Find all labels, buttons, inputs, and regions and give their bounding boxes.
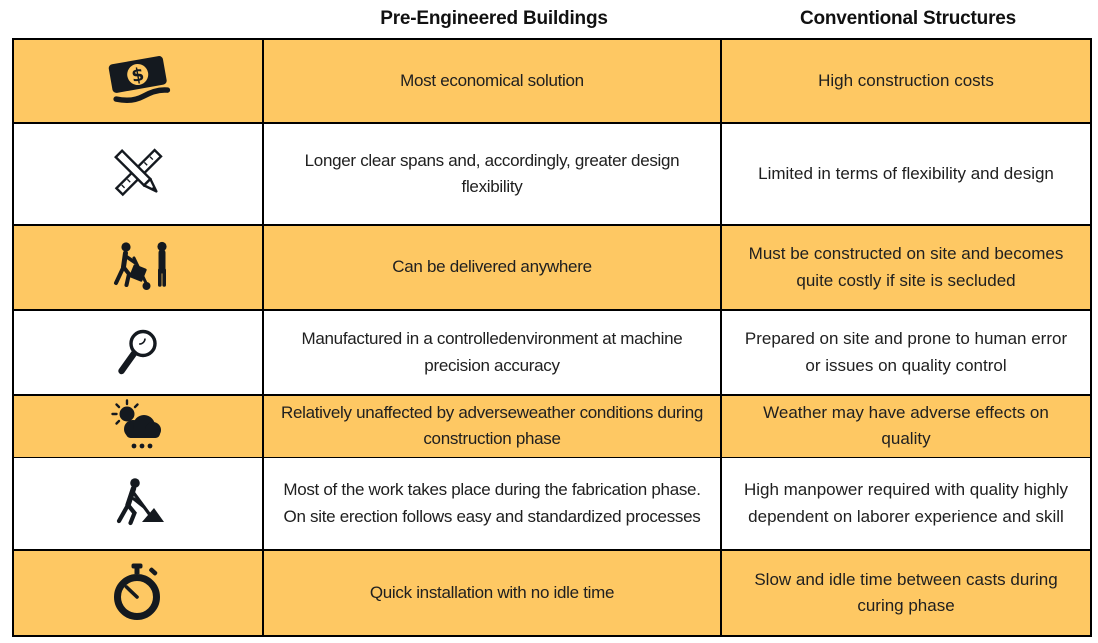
pre-engineered-cell: Manufactured in a controlledenvironment … [264, 311, 720, 394]
comparison-table: $ Most economical solution High construct… [12, 38, 1092, 637]
table-row: Relatively unaffected by adverseweather … [14, 396, 1090, 457]
table-row: Most of the work takes place during the … [14, 458, 1090, 549]
pre-engineered-cell: Quick installation with no idle time [264, 551, 720, 635]
magnifier-icon [109, 324, 167, 382]
conventional-cell: Weather may have adverse effects on qual… [722, 396, 1090, 457]
table-row: $ Most economical solution High construct… [14, 40, 1090, 122]
row-icon-cell [14, 311, 262, 394]
conventional-cell: High construction costs [722, 40, 1090, 122]
pre-engineered-cell: Longer clear spans and, accordingly, gre… [264, 124, 720, 224]
svg-text:$: $ [130, 64, 146, 87]
pre-engineered-cell: Relatively unaffected by adverseweather … [264, 396, 720, 457]
pre-engineered-cell: Most of the work takes place during the … [264, 458, 720, 549]
conventional-cell: Limited in terms of flexibility and desi… [722, 124, 1090, 224]
conventional-cell: Must be constructed on site and becomes … [722, 226, 1090, 309]
pre-engineered-cell: Most economical solution [264, 40, 720, 122]
pre-engineered-cell: Can be delivered anywhere [264, 226, 720, 309]
row-icon-cell [14, 396, 262, 457]
money-icon: $ [102, 53, 174, 109]
row-icon-cell [14, 124, 262, 224]
row-icon-cell: $ [14, 40, 262, 122]
construction-worker-icon [106, 475, 170, 533]
column-header-conventional: Conventional Structures [799, 8, 1017, 29]
conventional-cell: Prepared on site and prone to human erro… [722, 311, 1090, 394]
stopwatch-icon [110, 562, 166, 624]
delivery-icon [105, 239, 171, 297]
conventional-cell: Slow and idle time between casts during … [722, 551, 1090, 635]
row-icon-cell [14, 226, 262, 309]
table-row: Can be delivered anywhere Must be constru… [14, 226, 1090, 309]
sun-rain-cloud-icon [107, 399, 169, 453]
conventional-cell: High manpower required with quality high… [722, 458, 1090, 549]
ruler-pencil-icon [108, 143, 168, 205]
table-row: Longer clear spans and, accordingly, gre… [14, 124, 1090, 224]
table-header-row: Pre-Engineered Buildings Conventional St… [12, 0, 1092, 38]
table-row: Manufactured in a controlledenvironment … [14, 311, 1090, 394]
row-icon-cell [14, 458, 262, 549]
row-icon-cell [14, 551, 262, 635]
table-row: Quick installation with no idle time Slow… [14, 551, 1090, 635]
column-header-pre-engineered: Pre-Engineered Buildings [380, 8, 608, 29]
